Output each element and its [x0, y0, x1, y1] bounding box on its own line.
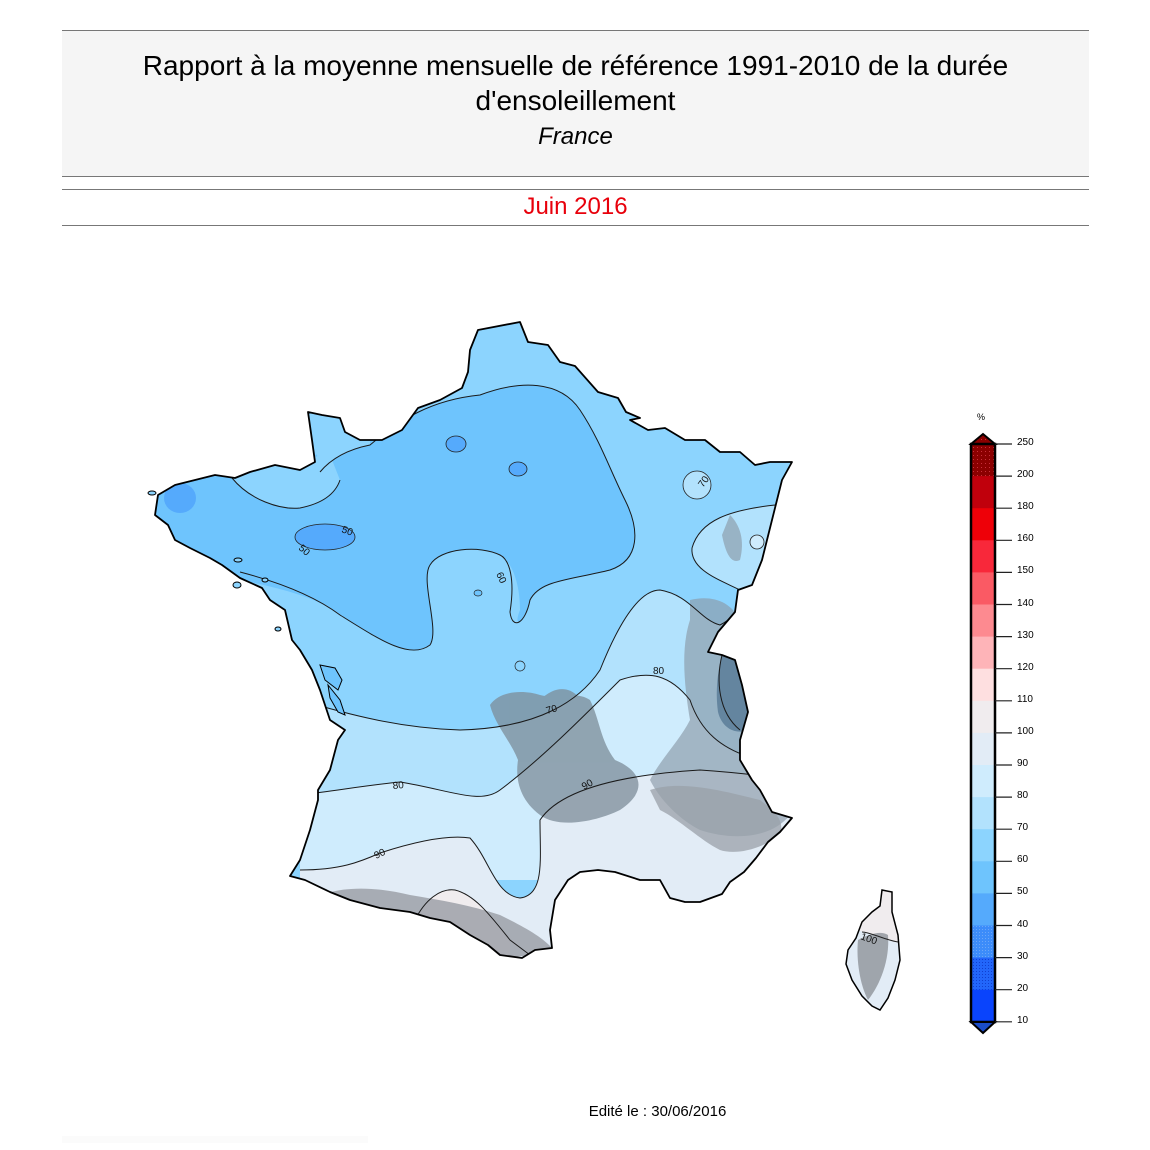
colorbar-cell: [971, 957, 995, 991]
colorbar-tick-label: 80: [1017, 790, 1029, 802]
colorbar-cell: [971, 700, 995, 734]
svg-text:80: 80: [653, 666, 665, 677]
relief-cevennes-provence: [650, 785, 782, 852]
savoie-low-zone: [716, 655, 748, 732]
relief-massif-central: [490, 689, 639, 823]
colorbar-tick-label: 70: [1017, 822, 1029, 834]
legend-unit: %: [977, 412, 986, 422]
period-panel: Juin 2016: [62, 189, 1089, 226]
atlantic-islands: [147, 490, 346, 716]
svg-text:60: 60: [493, 571, 508, 586]
contour-labels: 50 50 60 70 70 80 80 90 90: [296, 474, 712, 862]
colorbar-cell: [971, 540, 995, 573]
colorbar-cell: [971, 604, 995, 638]
colorbar-tick-label: 10: [1017, 1014, 1029, 1026]
colorbar-tick-label: 180: [1017, 501, 1034, 513]
colorbar-cell: [971, 636, 995, 670]
svg-text:90: 90: [580, 777, 596, 792]
svg-text:50: 50: [340, 524, 355, 538]
colorbar-tick-label: 40: [1017, 918, 1029, 930]
colorbar-tick-label: 20: [1017, 982, 1029, 994]
header-panel: Rapport à la moyenne mensuelle de référe…: [62, 30, 1089, 177]
contour-lines: [231, 384, 791, 956]
colorbar-tick-label: 160: [1017, 533, 1034, 545]
title-line-1: Rapport à la moyenne mensuelle de référe…: [142, 50, 1009, 81]
colorbar-tick-label: 90: [1017, 758, 1029, 769]
colorbar-tick-label: 120: [1017, 661, 1034, 673]
colorbar-tick-label: 110: [1017, 693, 1033, 705]
corsica-border: [845, 889, 901, 1011]
colorbar-tick-label: 100: [1017, 725, 1034, 737]
colorbar-tick-label: 250: [1017, 437, 1034, 448]
colorbar-tick-label: 30: [1017, 950, 1029, 962]
svg-text:70: 70: [545, 703, 559, 717]
colorbar-cell: [971, 508, 995, 541]
region-subtitle: France: [538, 123, 613, 150]
edited-date: Edité le : 30/06/2016: [588, 1103, 727, 1120]
colorbar-cell: [971, 572, 995, 605]
footer-bar: [62, 1136, 368, 1143]
colorbar-cell: [971, 476, 995, 509]
map-title: Rapport à la moyenne mensuelle de référe…: [62, 48, 1089, 118]
svg-text:80: 80: [392, 780, 404, 792]
colorbar-tick-label: 150: [1017, 565, 1034, 577]
colorbar-cell: [971, 765, 995, 798]
colorbar-tick-label: 60: [1017, 854, 1029, 866]
colorbar-cell: [971, 732, 995, 766]
colorbar-tick-label: 130: [1017, 629, 1034, 641]
colorbar-cell: [971, 829, 995, 862]
colorbar-cell: [971, 797, 995, 830]
title-line-2: d'ensoleillement: [475, 85, 676, 116]
colorbar-cell: [971, 893, 995, 926]
colorbar-cell: [971, 668, 995, 702]
svg-text:90: 90: [373, 847, 388, 862]
colorbar-tick-label: 140: [1017, 597, 1034, 609]
period-label: Juin 2016: [523, 193, 628, 220]
colorbar-cell: [971, 925, 995, 959]
colorbar-cell: [971, 989, 995, 1023]
france-border: [154, 321, 793, 959]
colorbar: [968, 432, 1012, 1035]
colorbar-cell: [971, 444, 995, 477]
colorbar-cells: [971, 444, 995, 1023]
colorbar-tick-label: 200: [1017, 469, 1034, 481]
colorbar-cell: [971, 861, 995, 894]
colorbar-tick-label: 50: [1017, 886, 1029, 898]
